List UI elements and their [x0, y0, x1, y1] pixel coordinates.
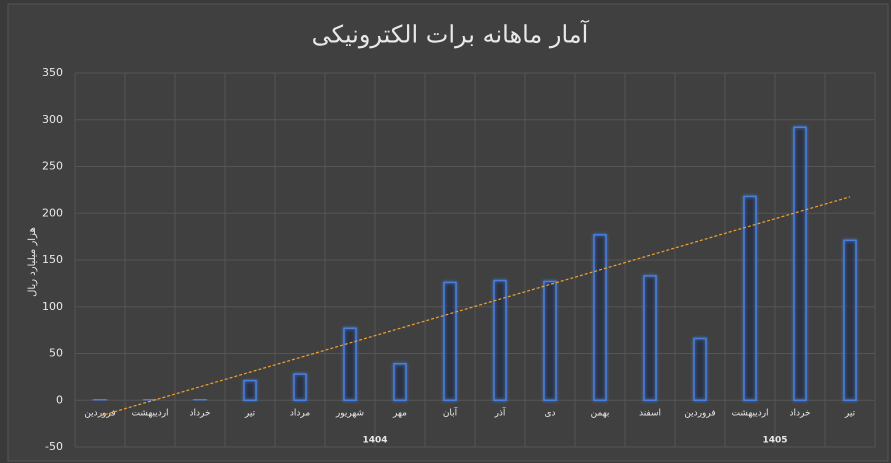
- bar: [593, 234, 607, 401]
- bar: [443, 281, 457, 401]
- x-tick-label: مرداد: [290, 409, 310, 419]
- x-group-label: 1404: [362, 436, 387, 446]
- y-tick-label: -50: [45, 440, 63, 453]
- x-tick-label: تیر: [844, 409, 856, 419]
- x-tick-label: خرداد: [789, 409, 810, 419]
- y-tick-label: 100: [42, 300, 63, 313]
- y-tick-label: 350: [42, 66, 63, 79]
- bar: [843, 239, 857, 401]
- y-tick-label: 0: [56, 393, 63, 406]
- bar: [343, 327, 357, 402]
- bar: [743, 195, 757, 401]
- x-tick-label: آذر: [494, 407, 506, 419]
- y-tick-label: 150: [42, 253, 63, 266]
- x-tick-label: خرداد: [189, 409, 210, 419]
- x-tick-label: تیر: [244, 409, 256, 419]
- bar: [193, 398, 207, 402]
- x-tick-label: اسفند: [639, 409, 661, 419]
- x-tick-label: شهریور: [335, 409, 364, 419]
- x-tick-label: آبان: [443, 407, 458, 419]
- y-tick-label: 250: [42, 160, 63, 173]
- bar: [493, 279, 507, 402]
- bar: [543, 280, 557, 402]
- x-tick-label: فروردین: [684, 409, 715, 419]
- bar: [793, 126, 807, 401]
- x-group-label: 1405: [762, 436, 787, 446]
- x-tick-label: اردیبهشت: [731, 409, 768, 419]
- y-tick-label: 50: [49, 347, 63, 360]
- x-tick-label: فروردین: [84, 409, 115, 419]
- bar: [243, 379, 257, 401]
- bar: [693, 337, 707, 402]
- chart-title: آمار ماهانه برات الکترونیکی: [312, 20, 590, 49]
- y-axis-title: هزار میلیارد ریال: [27, 227, 38, 297]
- trendline: [99, 196, 851, 417]
- bar: [143, 398, 157, 402]
- x-tick-label: اردیبهشت: [131, 409, 168, 419]
- y-tick-label: 200: [42, 206, 63, 219]
- x-tick-label: مهر: [392, 409, 407, 419]
- bar: [293, 373, 307, 402]
- bar: [393, 363, 407, 402]
- x-tick-label: بهمن: [591, 409, 610, 419]
- y-tick-label: 300: [42, 113, 63, 126]
- bar: [93, 398, 107, 402]
- bar: [643, 275, 657, 401]
- x-tick-label: دی: [544, 409, 555, 419]
